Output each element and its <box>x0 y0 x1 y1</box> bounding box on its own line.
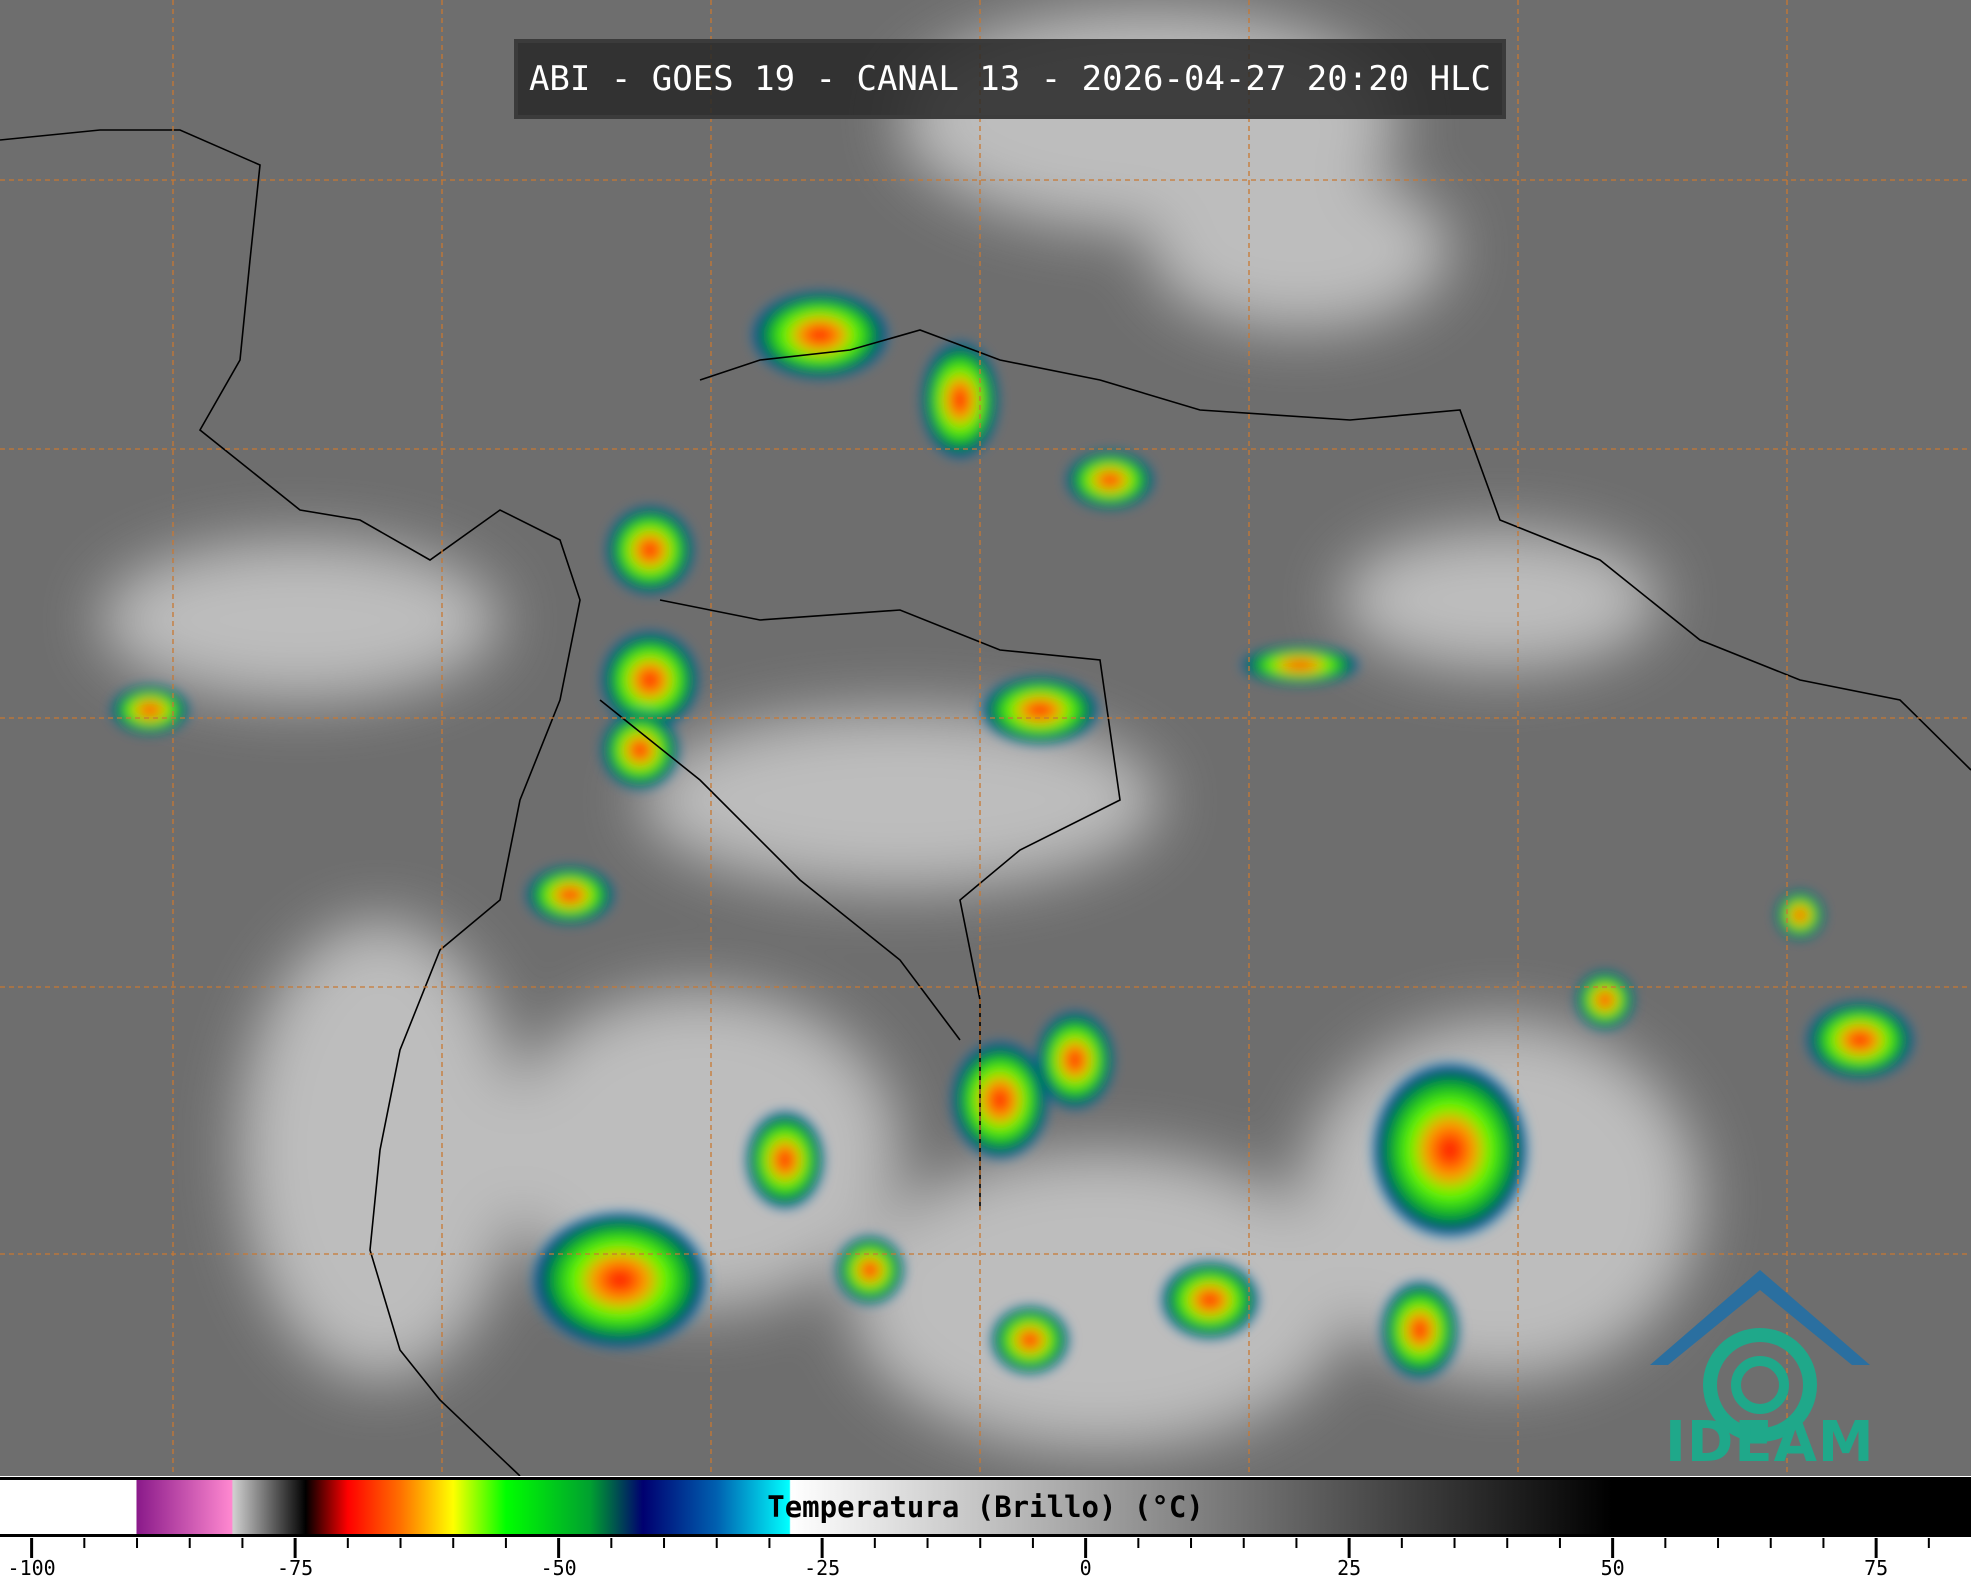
lat-lon-grid <box>0 0 1971 1476</box>
colorbar-axis: -100 -75 -50 -25 0 25 50 75 <box>8 1538 1930 1577</box>
tick-label: 75 <box>1864 1556 1888 1577</box>
title-text: ABI - GOES 19 - CANAL 13 - 2026-04-27 20… <box>528 59 1492 99</box>
coastlines <box>0 129 1971 1476</box>
image-title: ABI - GOES 19 - CANAL 13 - 2026-04-27 20… <box>514 39 1506 119</box>
colorbar: Temperatura (Brillo) (°C) <box>0 1476 1971 1577</box>
tick-label: -100 <box>8 1556 56 1577</box>
tick-label: -25 <box>804 1556 840 1577</box>
colorbar-gradient <box>0 1477 1971 1537</box>
ideam-logo-icon <box>1650 1270 1870 1442</box>
tick-label: 25 <box>1337 1556 1361 1577</box>
tick-label: -50 <box>541 1556 577 1577</box>
ideam-logo-text: IDEAM <box>1665 1410 1875 1475</box>
colorbar-label: Temperatura (Brillo) (°C) <box>767 1490 1204 1524</box>
tick-label: -75 <box>277 1556 313 1577</box>
satellite-image-map <box>0 0 1971 1476</box>
tick-label: 50 <box>1601 1556 1625 1577</box>
tick-label: 0 <box>1080 1556 1092 1577</box>
